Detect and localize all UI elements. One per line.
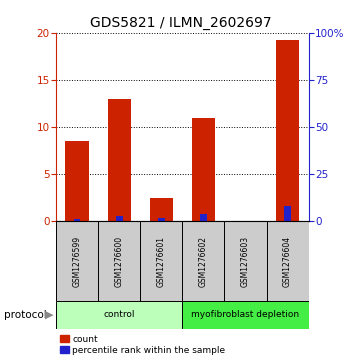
Text: GDS5821 / ILMN_2602697: GDS5821 / ILMN_2602697 — [90, 16, 271, 30]
FancyBboxPatch shape — [98, 221, 140, 301]
Text: GSM1276599: GSM1276599 — [73, 236, 82, 287]
Bar — [116, 216, 123, 221]
Bar — [158, 219, 165, 221]
Text: myofibroblast depletion: myofibroblast depletion — [191, 310, 300, 319]
Text: protocol: protocol — [4, 310, 46, 320]
FancyBboxPatch shape — [266, 221, 309, 301]
Text: GSM1276602: GSM1276602 — [199, 236, 208, 287]
Text: ▶: ▶ — [44, 310, 53, 320]
Bar — [192, 118, 215, 221]
Bar — [200, 214, 207, 221]
Text: GSM1276601: GSM1276601 — [157, 236, 166, 287]
FancyBboxPatch shape — [225, 221, 266, 301]
FancyBboxPatch shape — [182, 301, 309, 329]
Bar — [150, 198, 173, 221]
FancyBboxPatch shape — [56, 221, 98, 301]
Text: GSM1276604: GSM1276604 — [283, 236, 292, 287]
FancyBboxPatch shape — [56, 301, 182, 329]
Bar — [74, 219, 81, 221]
FancyBboxPatch shape — [182, 221, 225, 301]
Bar — [65, 141, 88, 221]
FancyBboxPatch shape — [140, 221, 182, 301]
Bar — [284, 206, 291, 221]
Bar — [276, 40, 299, 221]
Text: GSM1276600: GSM1276600 — [115, 236, 123, 287]
Legend: count, percentile rank within the sample: count, percentile rank within the sample — [61, 335, 225, 355]
Bar — [108, 99, 131, 221]
Text: GSM1276603: GSM1276603 — [241, 236, 250, 287]
Text: control: control — [103, 310, 135, 319]
